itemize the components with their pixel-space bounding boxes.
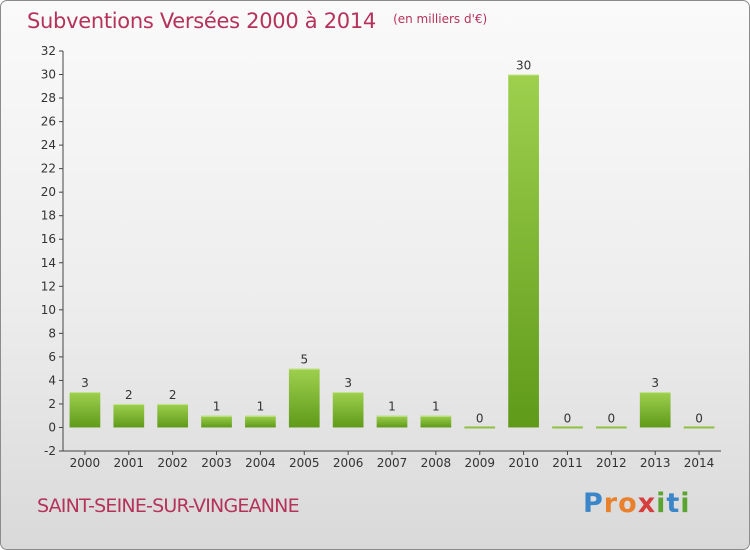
data-label-2009: 0 xyxy=(476,411,484,425)
data-label-2002: 2 xyxy=(169,388,177,402)
y-tick-label: 14 xyxy=(41,256,56,270)
bar-2014 xyxy=(683,426,715,429)
bar-2007 xyxy=(376,415,408,428)
data-label-2014: 0 xyxy=(695,411,703,425)
y-tick-label: 0 xyxy=(48,420,56,434)
data-label-2012: 0 xyxy=(608,411,616,425)
logo-letter: t xyxy=(666,488,681,519)
bar-2005 xyxy=(288,368,320,428)
y-tick-label: -2 xyxy=(44,444,56,458)
x-tick-label: 2008 xyxy=(421,456,452,470)
y-tick-label: 4 xyxy=(48,373,56,387)
y-tick-label: 26 xyxy=(41,115,56,129)
bar-2000 xyxy=(69,392,101,428)
data-label-2005: 5 xyxy=(300,353,308,367)
y-tick-label: 18 xyxy=(41,209,56,223)
title-row: Subventions Versées 2000 à 2014 (en mill… xyxy=(27,9,487,33)
y-tick-label: 2 xyxy=(48,397,56,411)
logo-letter: o xyxy=(618,488,638,519)
x-tick-label: 2010 xyxy=(508,456,539,470)
x-tick-label: 2004 xyxy=(245,456,276,470)
y-tick-label: 28 xyxy=(41,91,56,105)
bar-2003 xyxy=(201,415,232,428)
x-tick-label: 2014 xyxy=(684,456,715,470)
bar-2002 xyxy=(157,403,189,428)
bar-2010 xyxy=(508,74,539,428)
y-tick-label: 20 xyxy=(41,185,56,199)
data-label-2004: 1 xyxy=(257,400,265,414)
bar-2012 xyxy=(595,426,627,429)
bar-2013 xyxy=(639,392,671,428)
logo-letter: P xyxy=(583,488,604,519)
y-tick-label: 22 xyxy=(41,162,56,176)
data-label-2011: 0 xyxy=(564,411,572,425)
logo-letter: r xyxy=(603,488,619,519)
y-tick-label: 24 xyxy=(41,138,56,152)
x-tick-label: 2013 xyxy=(640,456,671,470)
y-tick-label: 30 xyxy=(41,68,56,82)
data-label-2007: 1 xyxy=(388,400,396,414)
data-label-2006: 3 xyxy=(344,376,352,390)
y-tick-label: 6 xyxy=(48,350,56,364)
x-tick-label: 2003 xyxy=(201,456,232,470)
x-tick-label: 2005 xyxy=(289,456,320,470)
y-tick-label: 10 xyxy=(41,303,56,317)
y-tick-label: 16 xyxy=(41,232,56,246)
y-tick-label: 8 xyxy=(48,326,56,340)
data-label-2001: 2 xyxy=(125,388,133,402)
logo-letter: i xyxy=(680,488,691,519)
x-tick-label: 2000 xyxy=(70,456,101,470)
bar-2008 xyxy=(420,415,452,428)
bar-2004 xyxy=(245,415,276,428)
x-tick-label: 2007 xyxy=(377,456,408,470)
chart-subtitle: (en milliers d'€) xyxy=(393,12,488,26)
logo-letter: i xyxy=(656,488,667,519)
x-tick-label: 2002 xyxy=(157,456,188,470)
data-label-2008: 1 xyxy=(432,400,440,414)
data-label-2010: 30 xyxy=(516,59,531,73)
data-label-2003: 1 xyxy=(213,400,221,414)
x-tick-label: 2012 xyxy=(596,456,627,470)
y-tick-label: 12 xyxy=(41,279,56,293)
bar-2006 xyxy=(332,392,364,428)
y-tick-label: 32 xyxy=(41,44,56,58)
bar-2009 xyxy=(464,426,496,429)
x-tick-label: 2001 xyxy=(114,456,145,470)
x-tick-label: 2011 xyxy=(552,456,583,470)
town-name: SAINT-SEINE-SUR-VINGEANNE xyxy=(37,495,300,517)
data-label-2013: 3 xyxy=(651,376,659,390)
logo-letter: x xyxy=(637,488,657,519)
data-label-2000: 3 xyxy=(81,376,89,390)
chart-title: Subventions Versées 2000 à 2014 xyxy=(27,9,376,33)
x-tick-label: 2006 xyxy=(333,456,364,470)
bar-2001 xyxy=(113,403,145,428)
proxiti-logo: Proxiti xyxy=(583,488,691,519)
x-tick-label: 2009 xyxy=(464,456,495,470)
bar-2011 xyxy=(552,426,583,429)
